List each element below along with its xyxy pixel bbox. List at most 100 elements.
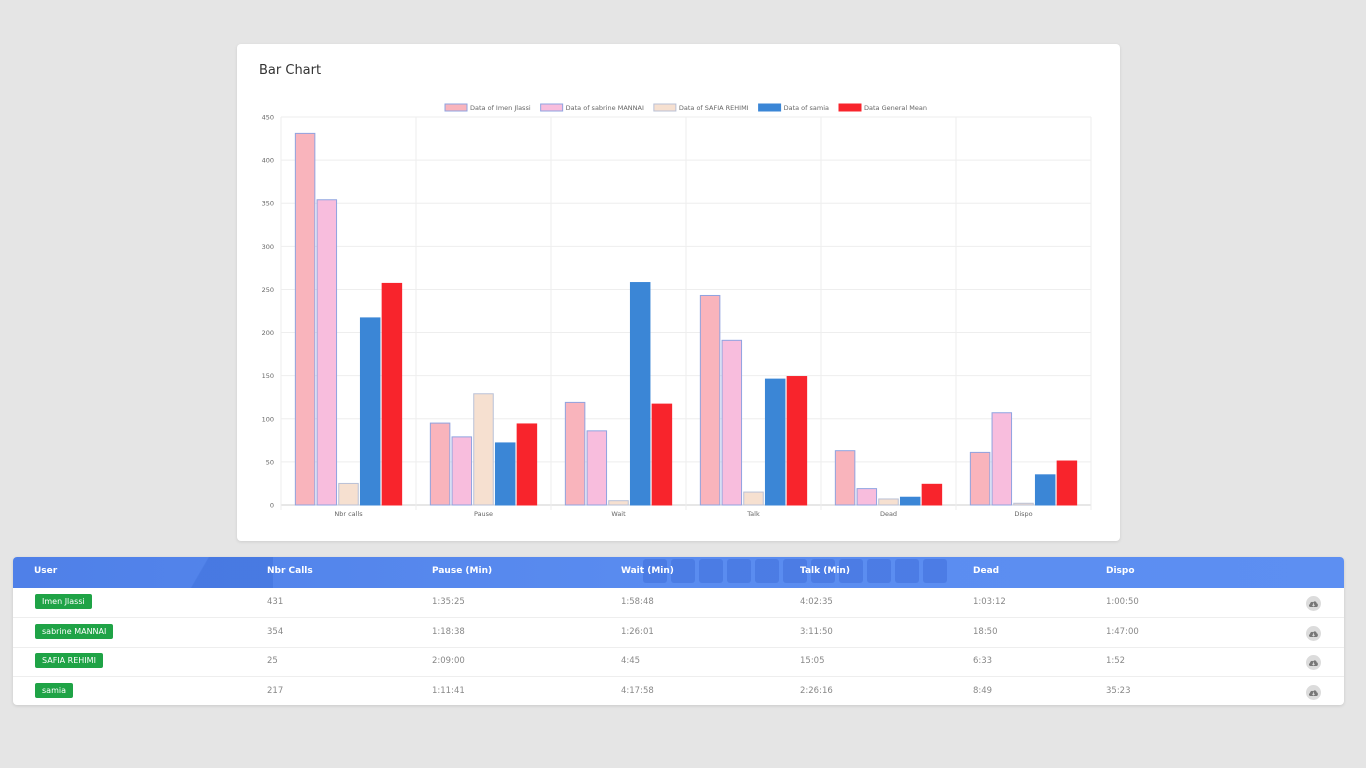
user-badge[interactable]: SAFIA REHIMI bbox=[35, 653, 103, 668]
bar-chart: 0 50 100 150 200 250 300 350 400 450 Nbr calls Paus… bbox=[262, 103, 1092, 518]
cell-pause: 1:11:41 bbox=[432, 685, 465, 696]
bar bbox=[473, 393, 494, 506]
y-tick-label: 250 bbox=[262, 286, 274, 294]
bar bbox=[856, 488, 878, 506]
cell-dead: 6:33 bbox=[973, 656, 993, 666]
y-tick-label: 450 bbox=[262, 114, 274, 122]
y-tick-label: 50 bbox=[266, 458, 274, 466]
bar bbox=[743, 491, 764, 506]
bar bbox=[381, 282, 403, 506]
header-wait: Wait (Min) bbox=[621, 566, 674, 576]
x-tick-label: Nbr calls bbox=[334, 510, 363, 518]
cell-talk: 3:11:50 bbox=[800, 626, 833, 637]
cell-dead: 8:49 bbox=[973, 685, 993, 696]
header-user: User bbox=[34, 566, 58, 576]
bar bbox=[878, 498, 899, 506]
x-tick-label: Talk bbox=[746, 510, 760, 518]
chart-title: Bar Chart bbox=[259, 63, 322, 78]
x-tick-label: Dead bbox=[880, 510, 897, 518]
cell-calls: 25 bbox=[267, 656, 278, 666]
bar bbox=[899, 496, 921, 506]
cell-pause: 1:18:38 bbox=[432, 626, 465, 637]
table-row: samia 217 1:11:41 4:17:58 2:26:16 8:49 35:23 bbox=[13, 677, 1344, 706]
cell-dead: 18:50 bbox=[973, 626, 998, 637]
cell-dispo: 35:23 bbox=[1106, 685, 1131, 696]
legend-swatch bbox=[444, 103, 468, 112]
header-pause: Pause (Min) bbox=[432, 566, 493, 576]
table-header: User Nbr Calls Pause (Min) Wait (Min) Ta… bbox=[13, 557, 1344, 588]
header-calls: Nbr Calls bbox=[267, 566, 313, 576]
cloud-download-icon[interactable] bbox=[1306, 625, 1321, 641]
x-tick-label: Dispo bbox=[1014, 510, 1032, 518]
bar bbox=[294, 132, 316, 506]
y-tick-label: 0 bbox=[270, 502, 274, 510]
user-badge[interactable]: samia bbox=[35, 682, 73, 698]
cell-calls: 354 bbox=[267, 626, 284, 637]
bar bbox=[429, 422, 451, 506]
cell-dead: 1:03:12 bbox=[973, 597, 1006, 607]
cell-talk: 2:26:16 bbox=[800, 685, 833, 696]
bar bbox=[1056, 460, 1078, 506]
x-tick-label: Pause bbox=[474, 510, 493, 518]
user-badge[interactable]: sabrine MANNAI bbox=[35, 623, 114, 639]
bar bbox=[764, 378, 786, 506]
cell-dispo: 1:47:00 bbox=[1106, 626, 1139, 637]
legend-label: Data of SAFIA REHIMI bbox=[679, 104, 749, 112]
cloud-download-icon[interactable] bbox=[1306, 655, 1321, 670]
legend-label: Data of samia bbox=[784, 104, 829, 112]
bar bbox=[651, 403, 673, 506]
y-tick-label: 400 bbox=[262, 157, 274, 165]
bar bbox=[834, 450, 856, 506]
bar bbox=[991, 412, 1013, 506]
legend-label: Data General Mean bbox=[864, 104, 927, 112]
bar bbox=[338, 482, 359, 506]
y-tick-label: 150 bbox=[262, 372, 274, 380]
cloud-download-icon[interactable] bbox=[1306, 684, 1321, 700]
y-tick-label: 300 bbox=[262, 243, 274, 251]
header-dead: Dead bbox=[973, 566, 1000, 576]
legend-swatch bbox=[653, 103, 677, 112]
header-dispo: Dispo bbox=[1106, 566, 1135, 576]
bar bbox=[494, 442, 516, 506]
bar bbox=[564, 401, 586, 506]
y-tick-label: 350 bbox=[262, 200, 274, 208]
bar bbox=[969, 451, 991, 506]
bar bbox=[451, 436, 473, 506]
bar bbox=[316, 199, 338, 506]
bar bbox=[629, 282, 651, 506]
bar bbox=[359, 317, 381, 506]
legend-swatch bbox=[838, 103, 862, 112]
legend-label: Data of sabrine MANNAI bbox=[566, 104, 644, 112]
cell-pause: 2:09:00 bbox=[432, 656, 465, 666]
bar bbox=[516, 423, 538, 506]
legend-swatch bbox=[758, 103, 782, 112]
x-tick-label: Wait bbox=[611, 510, 626, 518]
bar bbox=[721, 339, 743, 506]
y-tick-label: 100 bbox=[262, 415, 274, 423]
chart-card: Bar Chart 0 50 100 150 200 250 300 350 400 450 Nbr… bbox=[237, 44, 1120, 541]
bar bbox=[1034, 474, 1056, 506]
user-badge[interactable]: Imen Jlassi bbox=[35, 594, 92, 609]
y-tick-label: 200 bbox=[262, 329, 274, 337]
cell-wait: 1:58:48 bbox=[621, 597, 654, 607]
header-talk: Talk (Min) bbox=[800, 566, 850, 576]
bar bbox=[586, 430, 608, 506]
table-row: SAFIA REHIMI 25 2:09:00 4:45 15:05 6:33 1:52 bbox=[13, 647, 1344, 677]
bar bbox=[921, 483, 943, 506]
cell-dispo: 1:00:50 bbox=[1106, 597, 1139, 607]
cloud-download-icon[interactable] bbox=[1306, 596, 1321, 611]
cell-dispo: 1:52 bbox=[1106, 656, 1126, 666]
cell-talk: 4:02:35 bbox=[800, 597, 833, 607]
bar bbox=[1013, 502, 1034, 506]
cell-wait: 1:26:01 bbox=[621, 626, 654, 637]
cell-calls: 217 bbox=[267, 685, 284, 696]
table-row: Imen Jlassi 431 1:35:25 1:58:48 4:02:35 1:03:… bbox=[13, 588, 1344, 618]
stats-table: User Nbr Calls Pause (Min) Wait (Min) Ta… bbox=[13, 557, 1344, 705]
legend-label: Data of Imen Jlassi bbox=[470, 104, 531, 112]
bar bbox=[608, 500, 629, 506]
table-row: sabrine MANNAI 354 1:18:38 1:26:01 3:11:50 18… bbox=[13, 618, 1344, 648]
cell-talk: 15:05 bbox=[800, 656, 825, 666]
cell-wait: 4:17:58 bbox=[621, 685, 654, 696]
bar bbox=[786, 376, 808, 506]
cell-calls: 431 bbox=[267, 597, 284, 607]
